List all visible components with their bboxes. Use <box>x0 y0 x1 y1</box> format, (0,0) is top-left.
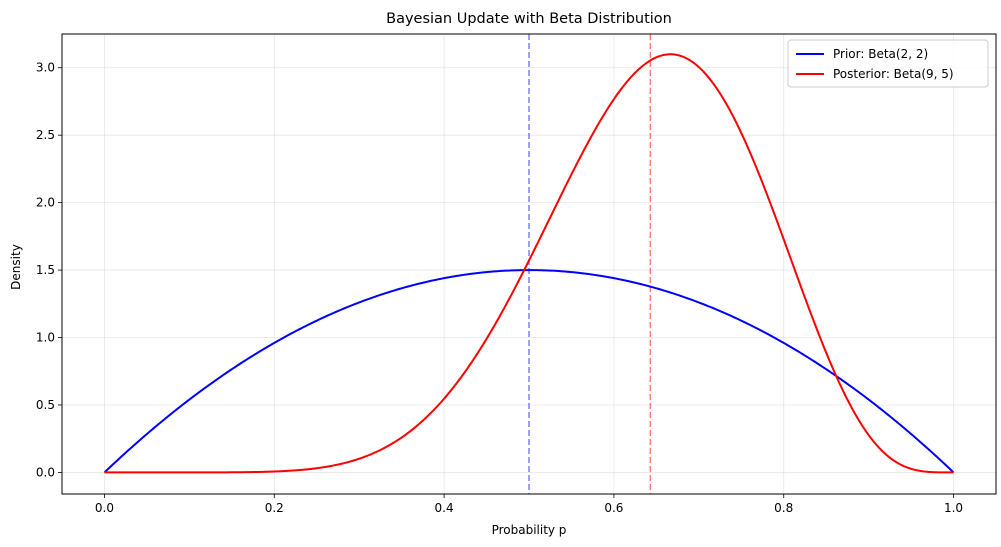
y-axis-ticks: 0.0 0.5 1.0 1.5 2.0 2.5 3.0 <box>36 61 62 479</box>
y-tick-label: 2.0 <box>36 196 55 210</box>
x-axis-ticks: 0.0 0.2 0.4 0.6 0.8 1.0 <box>95 494 963 515</box>
y-tick-label: 1.0 <box>36 331 55 345</box>
y-axis-label: Density <box>9 244 23 290</box>
legend-box <box>787 39 989 88</box>
reference-lines <box>528 34 652 494</box>
plot-area-frame <box>61 33 997 495</box>
x-tick-label: 1.0 <box>944 501 963 515</box>
x-tick-label: 0.4 <box>435 501 454 515</box>
legend-label: Prior: Beta(2, 2) <box>833 47 928 61</box>
legend-label: Posterior: Beta(9, 5) <box>833 67 954 81</box>
x-tick-label: 0.8 <box>774 501 793 515</box>
x-tick-label: 0.0 <box>95 501 114 515</box>
series-lines <box>103 53 955 474</box>
x-axis-label: Probability p <box>492 523 567 537</box>
series-line <box>104 53 954 474</box>
legend: Prior: Beta(2, 2) Posterior: Beta(9, 5) <box>787 39 989 88</box>
y-tick-label: 0.5 <box>36 398 55 412</box>
y-tick-label: 0.0 <box>36 465 55 479</box>
x-tick-label: 0.6 <box>604 501 623 515</box>
y-tick-label: 3.0 <box>36 61 55 75</box>
y-tick-label: 1.5 <box>36 263 55 277</box>
chart-title: Bayesian Update with Beta Distribution <box>386 11 672 27</box>
series-line <box>103 269 955 474</box>
y-tick-label: 2.5 <box>36 128 55 142</box>
x-tick-label: 0.2 <box>265 501 284 515</box>
